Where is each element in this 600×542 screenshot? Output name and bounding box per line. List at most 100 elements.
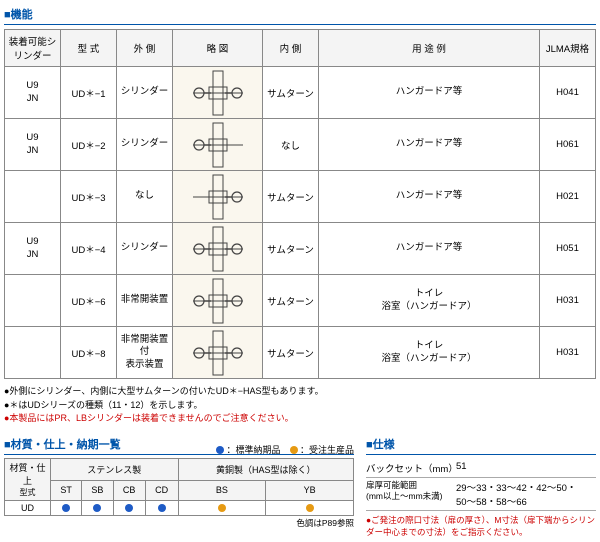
mat-dot-cell xyxy=(178,500,266,515)
mat-col-head: YB xyxy=(266,481,354,500)
cell-cylinder: U9JN xyxy=(5,67,61,119)
legend-order: ：受注生産品 xyxy=(300,445,354,455)
cell-inside: サムターン xyxy=(263,275,319,327)
table-row: U9JNUD＊−1シリンダー サムターンハンガードア等H041 xyxy=(5,67,596,119)
mat-col-head: SB xyxy=(82,481,113,500)
status-dot-icon xyxy=(125,504,133,512)
cell-use: ハンガードア等 xyxy=(319,119,540,171)
mat-col-head: CD xyxy=(145,481,178,500)
mat-dot-cell xyxy=(266,500,354,515)
cell-model: UD＊−1 xyxy=(61,67,117,119)
mat-dot-cell xyxy=(113,500,145,515)
diagram-icon xyxy=(173,275,262,326)
status-dot-icon xyxy=(93,504,101,512)
cell-use: ハンガードア等 xyxy=(319,171,540,223)
cell-cylinder: U9JN xyxy=(5,223,61,275)
cell-inside: サムターン xyxy=(263,67,319,119)
cell-inside: サムターン xyxy=(263,223,319,275)
cell-diagram xyxy=(173,119,263,171)
spec-row-thickness: 扉厚可能範囲(mm以上〜mm未満) 29〜33・33〜42・42〜50・50〜5… xyxy=(366,478,596,511)
cell-model: UD＊−3 xyxy=(61,171,117,223)
cell-use: トイレ浴室（ハンガードア） xyxy=(319,327,540,379)
cell-cylinder xyxy=(5,327,61,379)
cell-cylinder xyxy=(5,275,61,327)
cell-inside: なし xyxy=(263,119,319,171)
th-use: 用 途 例 xyxy=(319,30,540,67)
mat-col-head: ST xyxy=(51,481,82,500)
diagram-icon xyxy=(173,119,262,170)
spec-thick-val: 29〜33・33〜42・42〜50・50〜58・58〜66 xyxy=(456,480,596,508)
mat-th-stainless: ステンレス製 xyxy=(51,458,179,481)
cell-jlma: H061 xyxy=(540,119,596,171)
spec-thick-label: 扉厚可能範囲(mm以上〜mm未満) xyxy=(366,480,456,508)
cell-outside: シリンダー xyxy=(117,67,173,119)
mat-dot-cell xyxy=(51,500,82,515)
th-model: 型 式 xyxy=(61,30,117,67)
cell-outside: 非常開装置付表示装置 xyxy=(117,327,173,379)
material-table: 材質・仕上型式 ステンレス製 黄銅製（HAS型は除く） STSBCBCDBSYB… xyxy=(4,458,354,516)
cell-jlma: H031 xyxy=(540,327,596,379)
mat-col-head: BS xyxy=(178,481,266,500)
functions-table: 装着可能シリンダー 型 式 外 側 略 図 内 側 用 途 例 JLMA規格 U… xyxy=(4,29,596,379)
cell-jlma: H041 xyxy=(540,67,596,119)
diagram-icon xyxy=(173,223,262,274)
status-dot-icon xyxy=(158,504,166,512)
diagram-icon xyxy=(173,327,262,378)
diagram-icon xyxy=(173,67,262,118)
mat-dot-cell xyxy=(82,500,113,515)
mat-th-material: 材質・仕上型式 xyxy=(5,458,51,500)
cell-diagram xyxy=(173,67,263,119)
th-cylinder: 装着可能シリンダー xyxy=(5,30,61,67)
cell-diagram xyxy=(173,223,263,275)
cell-model: UD＊−8 xyxy=(61,327,117,379)
legend-std: ：標準納期品 xyxy=(226,445,280,455)
table-row: U9JNUD＊−4シリンダー サムターンハンガードア等H051 xyxy=(5,223,596,275)
status-dot-icon xyxy=(62,504,70,512)
cell-model: UD＊−6 xyxy=(61,275,117,327)
cell-outside: 非常開装置 xyxy=(117,275,173,327)
table-row: UD＊−8非常開装置付表示装置 サムターントイレ浴室（ハンガードア）H031 xyxy=(5,327,596,379)
cell-inside: サムターン xyxy=(263,171,319,223)
section-title-spec: 仕様 xyxy=(366,434,596,455)
cell-model: UD＊−4 xyxy=(61,223,117,275)
cell-diagram xyxy=(173,171,263,223)
mat-row-model: UD xyxy=(5,500,51,515)
cell-jlma: H051 xyxy=(540,223,596,275)
cell-model: UD＊−2 xyxy=(61,119,117,171)
th-outside: 外 側 xyxy=(117,30,173,67)
spec-backset-val: 51 xyxy=(456,461,596,475)
mat-col-head: CB xyxy=(113,481,145,500)
cell-diagram xyxy=(173,275,263,327)
cell-diagram xyxy=(173,327,263,379)
cell-outside: なし xyxy=(117,171,173,223)
cell-use: トイレ浴室（ハンガードア） xyxy=(319,275,540,327)
cell-cylinder: U9JN xyxy=(5,119,61,171)
table-row: UD＊−3なし サムターンハンガードア等H021 xyxy=(5,171,596,223)
cell-inside: サムターン xyxy=(263,327,319,379)
status-dot-icon xyxy=(306,504,314,512)
diagram-icon xyxy=(173,171,262,222)
mat-th-brass: 黄銅製（HAS型は除く） xyxy=(178,458,353,481)
cell-outside: シリンダー xyxy=(117,223,173,275)
note-3: ●本製品にはPR、LBシリンダーは装着できませんのでご注意ください。 xyxy=(4,412,596,426)
cell-use: ハンガードア等 xyxy=(319,67,540,119)
spec-row-backset: バックセット（mm） 51 xyxy=(366,459,596,478)
th-jlma: JLMA規格 xyxy=(540,30,596,67)
cell-cylinder xyxy=(5,171,61,223)
cell-jlma: H021 xyxy=(540,171,596,223)
dot-std-icon xyxy=(216,446,224,454)
status-dot-icon xyxy=(218,504,226,512)
spec-backset-label: バックセット（mm） xyxy=(366,461,456,475)
mat-dot-cell xyxy=(145,500,178,515)
material-footnote: 色調はP89参照 xyxy=(4,517,354,529)
section-title-functions: 機能 xyxy=(4,4,596,25)
cell-use: ハンガードア等 xyxy=(319,223,540,275)
th-diagram: 略 図 xyxy=(173,30,263,67)
table-row: U9JNUD＊−2シリンダーなしハンガードア等H061 xyxy=(5,119,596,171)
note-2: ●＊はUDシリーズの種類（11・12）を示します。 xyxy=(4,399,596,413)
notes-block: ●外側にシリンダー、内側に大型サムターンの付いたUD＊−HAS型もあります。 ●… xyxy=(4,385,596,426)
table-row: UD＊−6非常開装置 サムターントイレ浴室（ハンガードア）H031 xyxy=(5,275,596,327)
dot-order-icon xyxy=(290,446,298,454)
spec-note: ●ご発注の際口寸法（扉の厚さ）、M寸法（扉下端からシリンダー中心までの寸法）をご… xyxy=(366,514,596,538)
cell-jlma: H031 xyxy=(540,275,596,327)
